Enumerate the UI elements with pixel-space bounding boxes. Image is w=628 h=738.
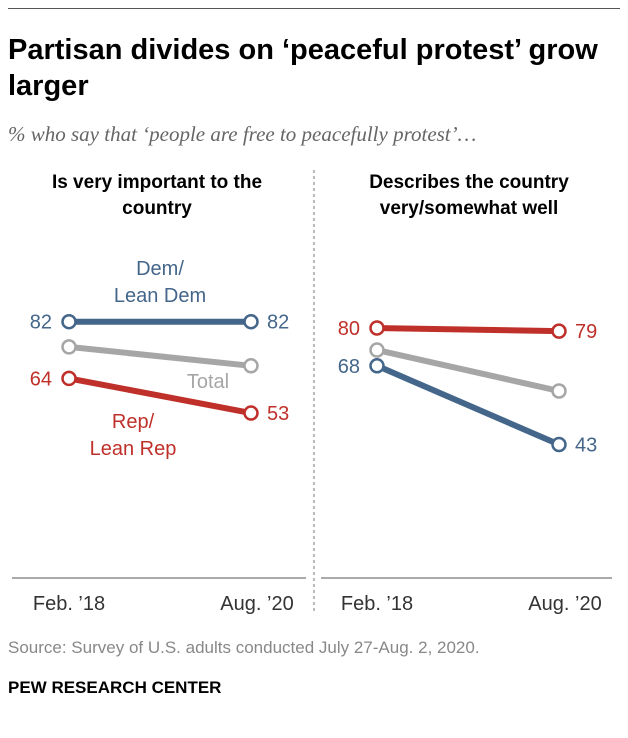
data-point-dem [61,313,77,330]
panel-title-right: Describes the country very/somewhat well [324,170,614,222]
data-label-dem: 82 [267,312,289,334]
data-point-total [243,358,259,374]
series-label-rep: Rep/ [112,411,155,433]
panel-title-right-text: Describes the country very/somewhat well [369,172,569,219]
data-point-rep [61,370,77,387]
source-note: Source: Survey of U.S. adults conducted … [8,638,480,657]
data-label-rep: 80 [338,318,360,340]
data-label-dem: 43 [575,435,597,457]
data-label-dem: 68 [338,356,360,378]
data-point-total [369,342,385,358]
data-point-rep [551,323,567,339]
top-rule [8,8,620,9]
series-label-dem: Dem/ [136,258,184,280]
series-line-total [68,343,252,369]
x-tick-label: Feb. ’18 [33,593,105,615]
data-label-rep: 64 [30,368,52,390]
data-point-rep [369,320,385,336]
data-label-dem: 82 [30,312,52,334]
chart-title: Partisan divides on ‘peaceful protest’ g… [8,34,598,102]
x-tick-label: Aug. ’20 [220,593,293,615]
series-line-dem [375,363,561,448]
series-line-rep [68,375,252,416]
panel-title-left-text: Is very important to the country [51,172,263,219]
chart-subtitle: % who say that ‘people are free to peace… [8,122,477,146]
brand-logo-text: PEW RESEARCH CENTER [8,678,222,697]
x-tick-label: Aug. ’20 [528,593,601,615]
panel-title-left: Is very important to the country [12,170,302,222]
data-label-rep: 79 [575,321,597,343]
series-label-total: Total [187,371,229,393]
data-point-dem [369,358,385,374]
x-tick-label: Feb. ’18 [341,593,413,615]
series-label-dem: Lean Dem [114,285,206,307]
series-line-total [376,347,560,394]
series-line-rep [376,325,560,335]
data-point-total [551,383,567,399]
series-label-rep: Lean Rep [90,438,177,460]
data-label-rep: 53 [267,403,289,425]
data-point-rep [243,405,259,421]
data-point-total [61,339,77,355]
data-point-dem [551,436,567,453]
data-point-dem [243,313,259,330]
